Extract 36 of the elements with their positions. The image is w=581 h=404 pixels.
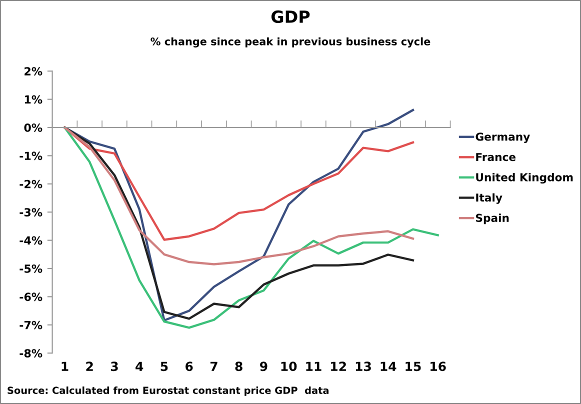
x-tick-label: 9 [260,362,268,372]
legend-label: Spain [476,214,509,224]
x-tick-label: 2 [86,362,93,371]
y-tick-label: -5% [20,264,42,273]
line-series [64,126,414,266]
chart-title: GDP [271,10,310,24]
x-tick-label: 10 [281,362,297,372]
source-note: Source: Calculated from Eurostat constant price GDP data [8,386,329,396]
y-tick-label: -6% [20,292,42,302]
y-tick-label: -4% [20,236,42,245]
y-tick-label: -1% [20,152,42,160]
legend-label: France [476,153,516,162]
legend-label: Italy [476,193,502,204]
x-tick-label: 15 [406,362,421,372]
x-tick-label: 4 [136,362,144,371]
x-tick-label: 7 [210,362,218,371]
x-tick-label: 11 [306,362,322,371]
x-tick-label: 5 [160,362,168,372]
legend-label: United Kingdom [476,172,573,184]
y-tick-label: -2% [20,180,42,188]
y-tick-label: -7% [20,320,42,330]
y-tick-label: -8% [20,349,42,358]
x-tick-label: 1 [62,362,68,371]
x-tick-label: 13 [356,362,371,372]
y-tick-label: 1% [24,95,42,104]
y-tick-label: -3% [20,208,42,216]
x-tick-label: 12 [331,362,346,371]
x-tick-label: 6 [186,362,193,372]
y-tick-label: 0% [24,123,42,132]
chart-subtitle: % change since peak in previous business cycle [150,37,430,48]
x-tick-label: 16 [430,362,446,372]
y-tick-label: 2% [24,67,42,76]
legend-label: Germany [476,132,530,143]
x-tick-label: 8 [235,362,242,372]
x-tick-label: 3 [110,362,118,372]
x-tick-label: 14 [380,362,396,371]
